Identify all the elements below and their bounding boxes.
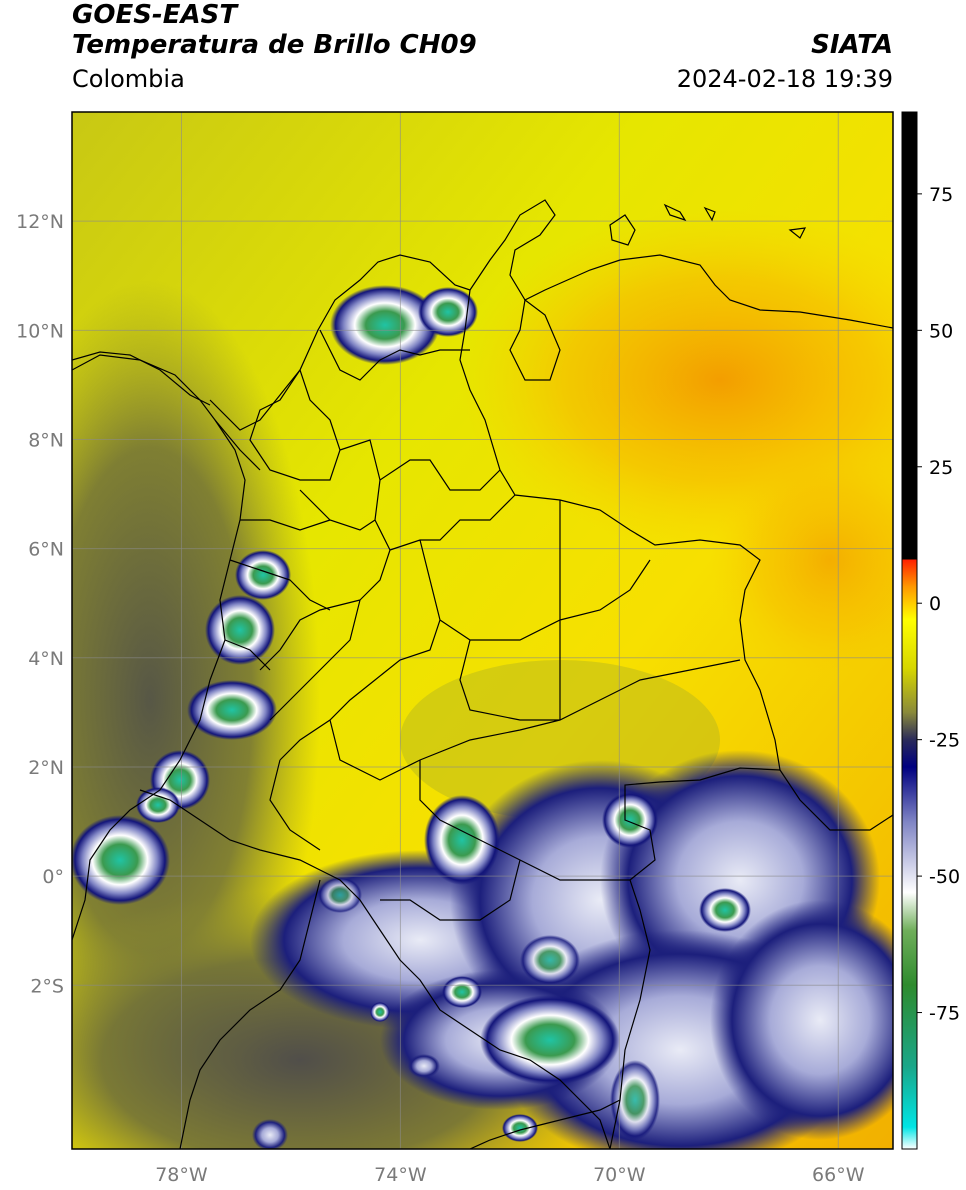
department-lines: [214, 329, 741, 921]
island-curacao: [609, 214, 636, 246]
latitude-tick-label: 6°N: [28, 539, 64, 561]
organization-label: SIATA: [811, 30, 893, 60]
latitude-tick-label: 4°N: [28, 648, 64, 670]
title-block: GOES-EAST Temperatura de Brillo CH09 Col…: [72, 0, 477, 94]
border-ecuador-peru: [179, 879, 321, 1149]
colorbar-scale: [901, 111, 918, 1150]
colorbar-tick-label: -75: [929, 1003, 960, 1025]
island-aruba: [663, 203, 687, 222]
latitude-labels: 12°N 10°N 8°N 6°N 4°N 2°N 0° 2°S: [16, 211, 64, 997]
latitude-tick-label: 2°N: [28, 757, 64, 779]
longitude-tick-label: 70°W: [593, 1164, 646, 1186]
border-brazil-venezuela: [779, 769, 893, 831]
border-panama: [72, 351, 211, 406]
latitude-tick-label: 8°N: [28, 429, 64, 451]
title-region: Colombia: [72, 65, 185, 93]
datetime-label: 2024-02-18 19:39: [676, 65, 893, 93]
latitude-tick-label: 2°S: [30, 975, 64, 997]
longitude-tick-label: 66°W: [812, 1164, 865, 1186]
coastline-pacific: [72, 354, 246, 941]
colorbar-tick-label: 75: [929, 184, 953, 206]
title-satellite: GOES-EAST: [72, 0, 238, 30]
graticule: [72, 112, 893, 1149]
border-colombia-peru: [139, 789, 611, 1149]
colorbar-tick-label: 25: [929, 457, 953, 479]
colorbar-tick-label: 0: [929, 593, 941, 615]
border-colombia-venezuela: [459, 289, 781, 771]
colorbar: 75 50 25 0 -25 -50 -75: [901, 111, 960, 1150]
colorbar-tick-label: -50: [929, 866, 960, 888]
latitude-tick-label: 12°N: [16, 211, 64, 233]
border-colombia-brazil: [609, 767, 781, 1149]
title-product: Temperatura de Brillo CH09: [72, 30, 477, 60]
brightness-temperature-field: [72, 112, 893, 1149]
island-margarita: [788, 227, 807, 239]
boundaries: [72, 199, 893, 1149]
map-frame: [71, 111, 894, 1150]
coastline-caribbean: [209, 199, 893, 431]
island-bonaire: [703, 206, 716, 222]
latitude-tick-label: 0°: [42, 866, 64, 888]
colorbar-tick-label: -25: [929, 730, 960, 752]
longitude-tick-label: 74°W: [374, 1164, 427, 1186]
longitude-labels: 78°W 74°W 70°W 66°W: [155, 1164, 864, 1186]
border-peru-brazil: [469, 1099, 621, 1149]
header-right: SIATA 2024-02-18 19:39: [677, 30, 893, 94]
longitude-tick-label: 78°W: [155, 1164, 208, 1186]
latitude-tick-label: 10°N: [16, 320, 64, 342]
colorbar-tick-label: 50: [929, 320, 953, 342]
